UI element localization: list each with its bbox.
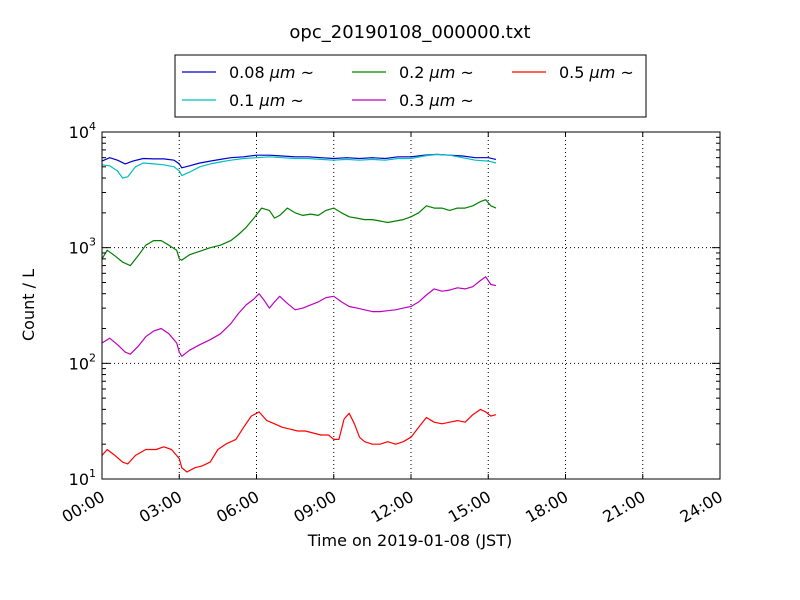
y-axis-label: Count / L	[19, 269, 38, 341]
legend-entry: 0.2 μm ~	[399, 63, 474, 82]
y-tick-label: 104	[69, 120, 96, 142]
grid-lines	[102, 132, 720, 479]
legend-entry: 0.08 μm ~	[229, 63, 314, 82]
series-line-2	[101, 199, 497, 267]
x-axis-label: Time on 2019-01-08 (JST)	[307, 531, 512, 550]
series-line-1	[101, 153, 497, 179]
y-tick-label: 103	[69, 236, 96, 258]
y-tick-label: 101	[69, 467, 96, 489]
legend-entry: 0.3 μm ~	[399, 91, 474, 110]
legend-entry: 0.1 μm ~	[229, 91, 304, 110]
y-tick-label: 102	[69, 351, 96, 373]
chart-title: opc_20190108_000000.txt	[289, 22, 530, 43]
legend: 0.08 μm ~ 0.1 μm ~ 0.2 μm ~ 0.3 μm ~ 0.5 μm …	[174, 54, 647, 118]
legend-box	[174, 54, 647, 118]
series-lines	[101, 153, 497, 473]
legend-entry: 0.5 μm ~	[559, 63, 634, 82]
series-line-3	[101, 276, 497, 357]
series-line-4	[101, 408, 497, 473]
series-line-0	[101, 153, 497, 169]
